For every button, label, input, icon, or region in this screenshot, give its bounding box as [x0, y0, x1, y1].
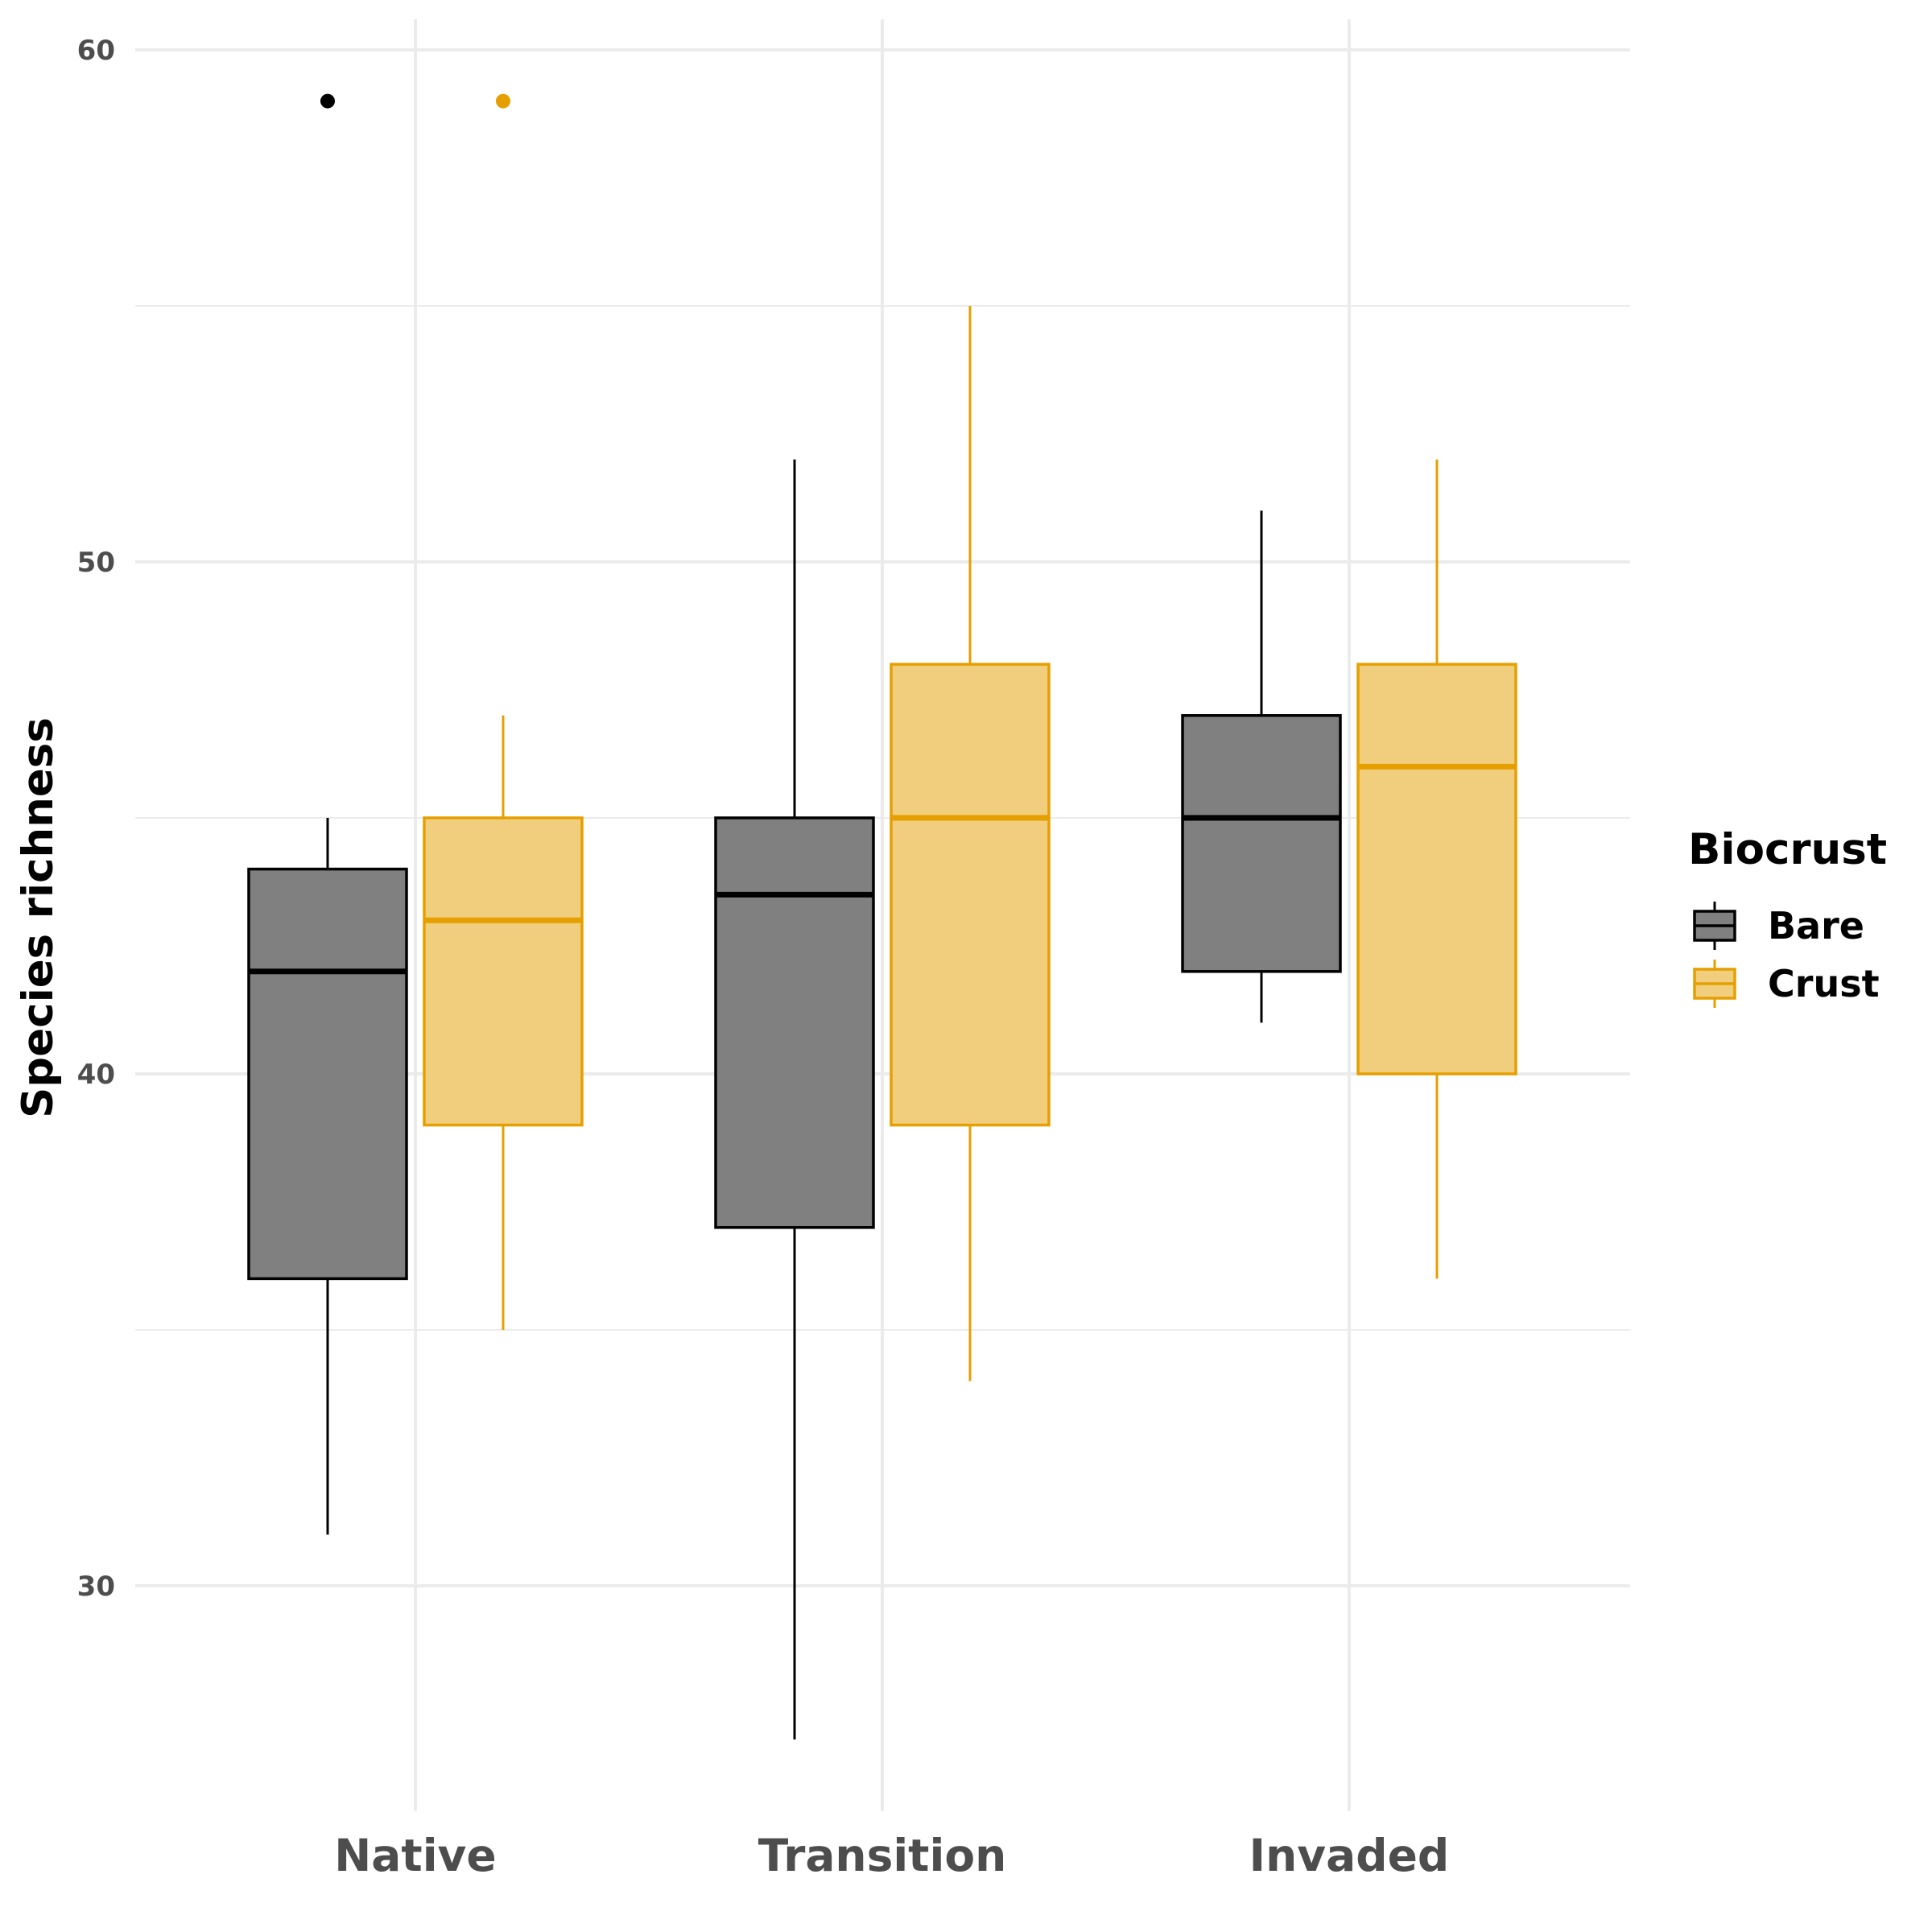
legend-label: Bare: [1768, 904, 1864, 947]
box-iqr: [247, 867, 408, 1281]
box-iqr: [890, 663, 1051, 1127]
box-crust-invaded: [1356, 459, 1517, 1279]
legend-title: Biocrust: [1688, 825, 1887, 874]
y-axis-title: Species richness: [14, 717, 63, 1118]
outlier-point: [496, 93, 510, 109]
box-bare-native: [247, 93, 408, 1535]
legend: Biocrust Bare Crust: [1688, 825, 1887, 1008]
y-tick-label: 40: [77, 1059, 115, 1091]
box-bare-invaded: [1181, 510, 1342, 1023]
legend-item-bare: Bare: [1693, 902, 1864, 950]
x-tick-label: Transition: [758, 1830, 1007, 1881]
box-crust-native: [423, 93, 584, 1330]
x-tick-labels: Native Transition Invaded: [334, 1830, 1449, 1881]
x-tick-label: Native: [334, 1830, 496, 1881]
y-tick-labels: 30 40 50 60: [77, 35, 115, 1603]
y-tick-label: 30: [77, 1571, 115, 1603]
box-iqr: [423, 816, 584, 1127]
legend-item-crust: Crust: [1693, 960, 1880, 1008]
box-iqr: [714, 816, 875, 1229]
box-series: [247, 93, 1517, 1740]
x-tick-label: Invaded: [1249, 1830, 1450, 1881]
legend-items: Bare Crust: [1693, 902, 1880, 1008]
y-tick-label: 60: [77, 35, 115, 67]
y-tick-label: 50: [77, 547, 115, 579]
legend-label: Crust: [1768, 962, 1880, 1005]
box-iqr: [1356, 663, 1517, 1075]
outlier-point: [320, 93, 335, 109]
box-bare-transition: [714, 459, 875, 1740]
box-crust-transition: [890, 306, 1051, 1381]
box-iqr: [1181, 714, 1342, 973]
